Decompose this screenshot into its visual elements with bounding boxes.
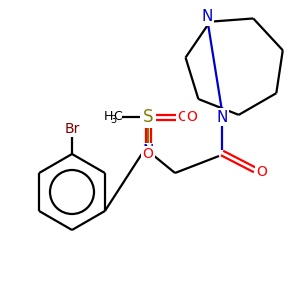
Text: N: N: [201, 9, 213, 24]
Text: O: O: [142, 147, 153, 161]
Text: O: O: [187, 110, 197, 124]
Text: S: S: [143, 108, 153, 126]
Text: 3: 3: [110, 115, 116, 125]
Text: N: N: [142, 145, 154, 160]
Text: O: O: [256, 165, 267, 179]
Text: Br: Br: [64, 122, 80, 136]
Text: N: N: [216, 110, 228, 124]
Text: C: C: [114, 110, 122, 124]
Text: H: H: [103, 110, 113, 124]
Text: O: O: [178, 110, 188, 124]
